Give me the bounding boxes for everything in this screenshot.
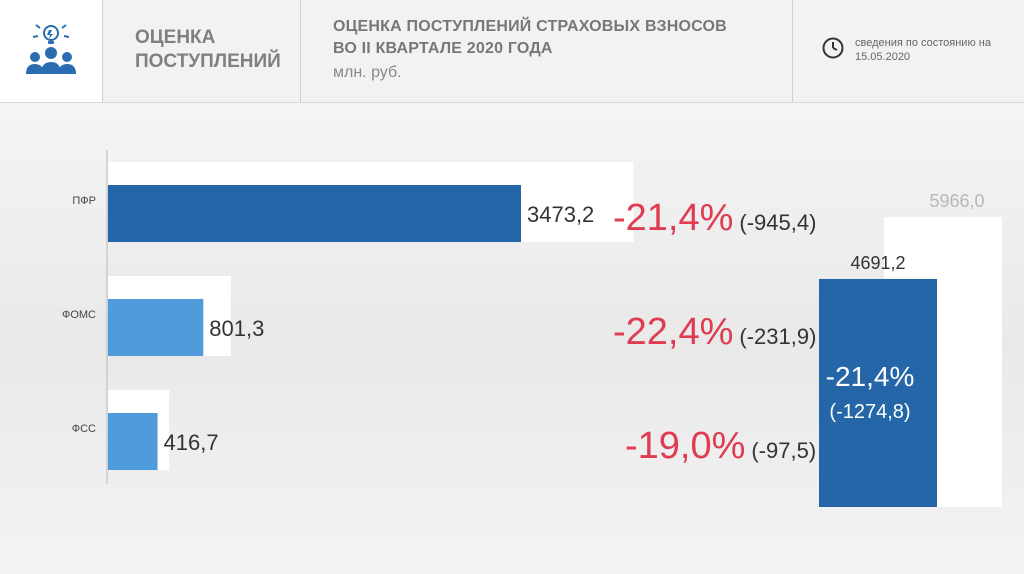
units-subtitle: млн. руб. — [333, 64, 402, 81]
page-title-line1: ОЦЕНКА ПОСТУПЛЕНИЙ СТРАХОВЫХ ВЗНОСОВ — [333, 18, 727, 35]
title-cell: ОЦЕНКА ПОСТУПЛЕНИЙ СТРАХОВЫХ ВЗНОСОВ ВО … — [300, 0, 792, 102]
page-title-line2: ВО II КВАРТАЛЕ 2020 ГОДА — [333, 40, 553, 57]
change-absolute: (-97,5) — [751, 438, 816, 463]
total-change-absolute: (-1274,8) — [829, 401, 910, 423]
change-label: -22,4% (-231,9) — [613, 311, 816, 353]
section-cell: ОЦЕНКА ПОСТУПЛЕНИЙ — [102, 0, 300, 102]
value-label: 801,3 — [209, 316, 264, 341]
total-previous-label: 5966,0 — [929, 191, 984, 211]
change-label: -21,4% (-945,4) — [613, 197, 816, 239]
as-of-date: сведения по состоянию на 15.05.2020 — [855, 36, 1005, 64]
value-label: 3473,2 — [527, 202, 594, 227]
clock-icon — [822, 37, 844, 59]
as-of-date-value: 15.05.2020 — [855, 51, 911, 63]
total-current-label: 4691,2 — [850, 253, 905, 273]
header-bar: ОЦЕНКА ПОСТУПЛЕНИЙ ОЦЕНКА ПОСТУПЛЕНИЙ СТ… — [0, 0, 1024, 103]
category-label: ФСС — [72, 423, 96, 435]
date-cell: сведения по состоянию на 15.05.2020 — [792, 0, 1024, 102]
change-absolute: (-231,9) — [739, 324, 816, 349]
value-label: 416,7 — [164, 430, 219, 455]
category-label: ФОМС — [62, 309, 96, 321]
change-label: -19,0% (-97,5) — [625, 425, 816, 467]
bar-current — [108, 185, 521, 242]
change-absolute: (-945,4) — [739, 210, 816, 235]
total-change-percent: -21,4% — [826, 361, 915, 392]
as-of-date-caption: сведения по состоянию на — [855, 37, 991, 49]
change-percent: -21,4% — [613, 197, 733, 239]
change-percent: -22,4% — [613, 311, 733, 353]
logo-cell — [0, 0, 102, 102]
people-idea-icon — [26, 24, 76, 74]
category-label: ПФР — [72, 195, 96, 207]
total-bar-current — [819, 278, 937, 507]
bar-current — [108, 299, 204, 356]
section-title: ОЦЕНКА ПОСТУПЛЕНИЙ — [135, 27, 281, 72]
bar-current — [108, 413, 158, 470]
change-percent: -19,0% — [625, 425, 745, 467]
